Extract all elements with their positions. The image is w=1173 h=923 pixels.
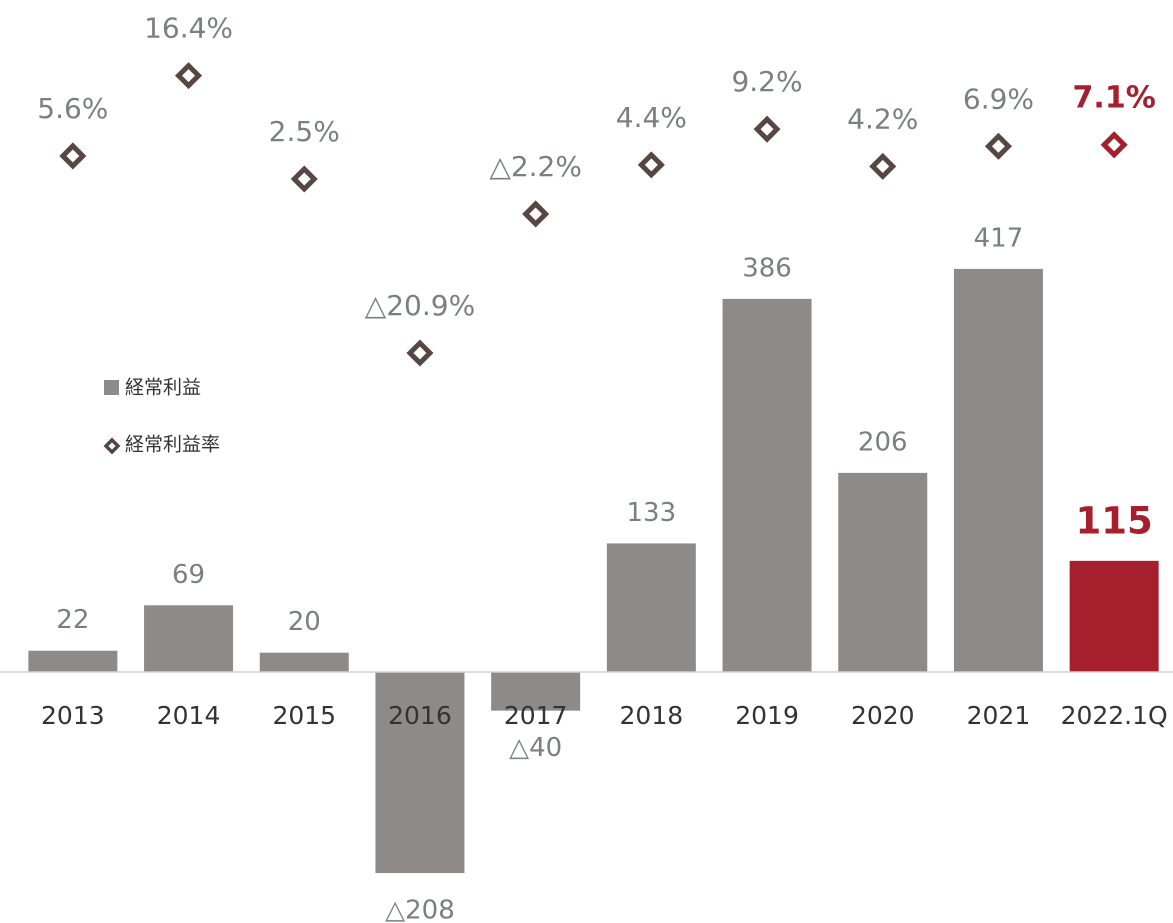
bar	[606, 543, 696, 672]
legend-swatch	[103, 437, 121, 455]
x-tick-label: 2015	[272, 701, 336, 730]
bar	[259, 652, 349, 672]
rate-value-label: △2.2%	[489, 150, 582, 183]
rate-value-label: 2.5%	[269, 115, 340, 148]
x-tick-label: 2021	[967, 701, 1031, 730]
bar-value-label: 20	[288, 607, 321, 637]
x-tick-label: 2020	[851, 701, 915, 730]
bar-value-label: 69	[172, 560, 205, 590]
rate-value-label: 9.2%	[731, 65, 802, 98]
x-tick-label: 2013	[41, 701, 105, 730]
bar	[375, 672, 465, 874]
diamond-marker	[1100, 131, 1128, 159]
bar-value-label: 115	[1076, 499, 1153, 542]
bar-value-label: △40	[509, 733, 562, 763]
bar-value-label: △208	[385, 896, 455, 923]
bar	[722, 298, 812, 672]
bar-value-label: 417	[974, 223, 1024, 253]
bar	[144, 605, 234, 672]
bar-value-label: 22	[56, 605, 89, 635]
bar-value-label: 386	[742, 253, 792, 283]
rate-value-label: △20.9%	[365, 289, 475, 322]
bar	[838, 472, 928, 672]
legend-label: 経常利益	[125, 377, 201, 399]
x-tick-label: 2018	[620, 701, 684, 730]
diamond-marker	[753, 115, 781, 143]
rate-value-label: 4.4%	[616, 101, 687, 134]
diamond-marker	[406, 339, 434, 367]
bar	[953, 268, 1043, 672]
bar	[28, 650, 118, 672]
bar	[491, 672, 581, 711]
x-tick-label: 2022.1Q	[1061, 701, 1168, 730]
rate-value-label: 7.1%	[1073, 80, 1156, 115]
legend-label: 経常利益率	[125, 434, 220, 456]
x-tick-label: 2014	[157, 701, 221, 730]
rate-value-label: 4.2%	[847, 102, 918, 135]
diamond-marker	[869, 152, 897, 180]
x-tick-label: 2019	[735, 701, 799, 730]
diamond-marker	[984, 132, 1012, 160]
bar	[1069, 560, 1159, 672]
diamond-marker	[290, 165, 318, 193]
bar-value-label: 206	[858, 427, 908, 457]
x-tick-label: 2016	[388, 701, 452, 730]
diamond-marker	[175, 62, 203, 90]
rate-value-label: 6.9%	[963, 82, 1034, 115]
x-tick-label: 2017	[504, 701, 568, 730]
bar-value-label: 133	[627, 498, 677, 528]
diamond-marker	[637, 151, 665, 179]
diamond-marker	[522, 200, 550, 228]
rate-value-label: 16.4%	[144, 12, 233, 45]
diamond-marker	[59, 142, 87, 170]
rate-value-label: 5.6%	[37, 92, 108, 125]
legend-swatch	[104, 380, 119, 395]
